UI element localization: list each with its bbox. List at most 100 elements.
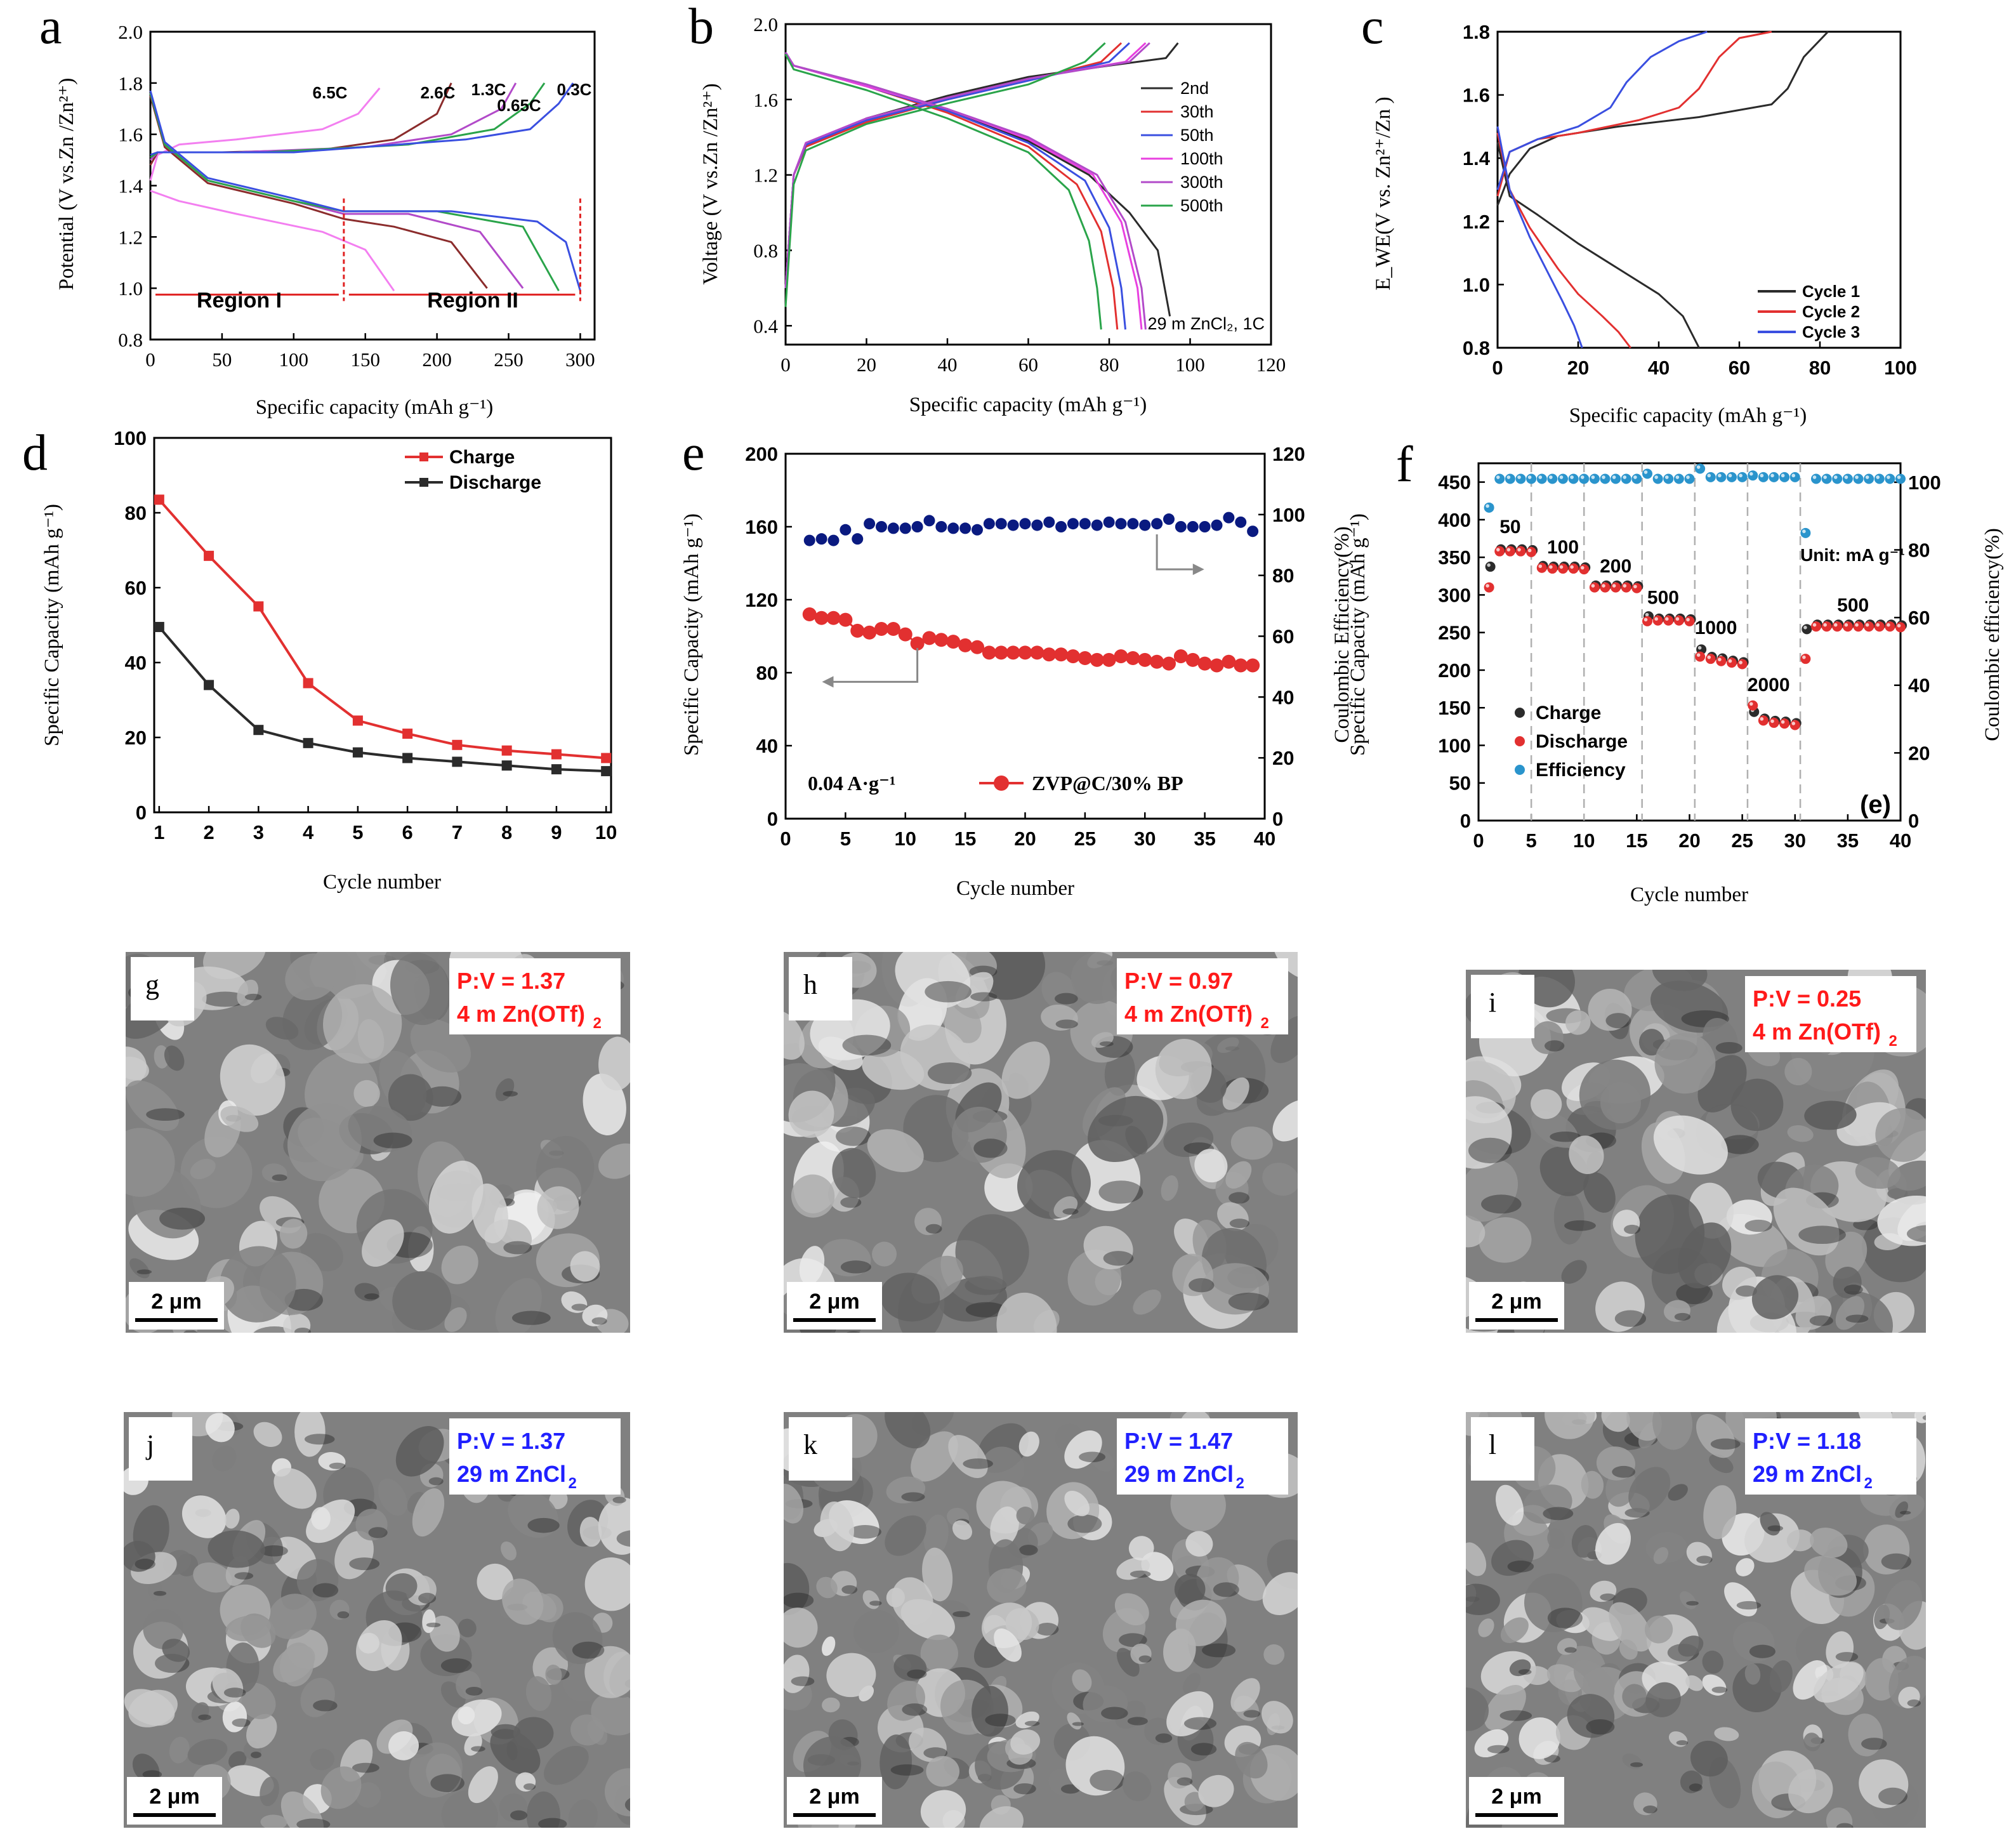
data-point-capacity (1209, 658, 1224, 673)
sem-grain (1826, 1631, 1854, 1668)
y-axis-title: Specific Capacity (mAh g⁻¹) (680, 513, 703, 756)
sem-grain (1166, 1691, 1214, 1737)
data-point-efficiency (1091, 519, 1103, 531)
data-point-efficiency (899, 522, 911, 534)
sem-shadow (571, 1304, 588, 1311)
chart-panel-a: a 0 50 100 150 200 250 300 0.8 1.0 1.2 1.4 1.6 1.8 2.0… (39, 0, 596, 419)
sem-grain (268, 1594, 317, 1639)
data-point-discharge (1885, 621, 1895, 632)
series-line-discharge-6.5C (150, 190, 395, 292)
x-tick-label: 300 (565, 348, 595, 371)
data-point-capacity (1150, 654, 1164, 669)
sem-grain (784, 1654, 810, 1693)
data-point-efficiency-highlight (1876, 475, 1880, 479)
data-point-efficiency (1515, 473, 1526, 484)
data-point-Discharge (452, 756, 463, 767)
data-point-discharge (1558, 563, 1568, 574)
sem-ratio-label: P:V = 1.18 (1753, 1428, 1861, 1454)
sem-grain (788, 1090, 834, 1138)
y-tick-label: 0.8 (118, 329, 143, 351)
sem-shadow (272, 1174, 287, 1181)
sem-grain (1590, 1580, 1617, 1602)
data-point-efficiency (1853, 473, 1864, 484)
sem-shadow (847, 1331, 860, 1333)
data-point-discharge-highlight (1833, 623, 1838, 627)
x-tick-label: 15 (954, 828, 976, 850)
data-point-discharge-highlight (1686, 617, 1690, 622)
sem-grain (1484, 1684, 1526, 1731)
sem-grain (1522, 1484, 1572, 1524)
y-tick-label: 1.0 (118, 277, 143, 300)
sem-grain (1015, 1711, 1039, 1729)
sem-grain (388, 1074, 433, 1121)
data-point-efficiency-highlight (1739, 473, 1743, 478)
data-point-discharge (1853, 621, 1864, 632)
sem-shadow (1922, 1415, 1926, 1421)
sem-grain (1724, 1582, 1758, 1616)
sem-label-box (1117, 1418, 1288, 1495)
sem-ratio-label: P:V = 0.25 (1753, 986, 1861, 1012)
sem-shadow (1878, 1787, 1907, 1806)
sem-grain (1680, 1770, 1703, 1793)
sem-grain (1596, 1446, 1635, 1481)
sem-shadow (1881, 1553, 1911, 1570)
y-axis-title: Specific Capacity (mAh g⁻¹) (41, 504, 63, 746)
data-point-discharge-highlight (1718, 657, 1722, 662)
sem-grain (948, 1435, 988, 1478)
sem-shadow (503, 1091, 518, 1097)
data-point-Charge (402, 729, 413, 739)
sem-shadow (1600, 1593, 1616, 1601)
x-tick-label: 20 (1678, 829, 1700, 852)
x-tick-label: 15 (1626, 829, 1647, 852)
legend-label: Discharge (449, 472, 541, 493)
sem-shadow (1547, 1608, 1583, 1628)
data-point-efficiency (1187, 521, 1199, 532)
legend-marker (1515, 765, 1525, 775)
sem-grain (1654, 1033, 1716, 1094)
sem-grain (979, 1806, 1024, 1828)
data-point-capacity (946, 635, 961, 649)
sem-shadow (1767, 1525, 1784, 1531)
sem-grain (1736, 1558, 1755, 1576)
sem-shadow (963, 1458, 993, 1469)
sem-grain (922, 1547, 953, 1602)
sem-grain (1545, 1412, 1595, 1439)
legend-label: 30th (1180, 102, 1214, 121)
data-point-discharge-highlight (1591, 584, 1595, 588)
sem-grain (1466, 1215, 1486, 1248)
sem-shadow (244, 993, 262, 1001)
x-tick-label: 60 (1729, 357, 1750, 379)
sem-grain (294, 1412, 326, 1457)
sem-electrolyte-label: 4 m Zn(OTf) (1124, 1001, 1253, 1027)
sem-grain (1168, 1762, 1192, 1789)
sem-grain (1053, 1196, 1078, 1218)
data-point-capacity (898, 627, 912, 642)
sem-grain (1583, 1172, 1616, 1213)
sem-grain (1595, 1522, 1631, 1565)
data-point-capacity (1102, 652, 1116, 667)
data-point-efficiency (1055, 521, 1067, 532)
sem-grain (598, 1143, 630, 1179)
sem-shadow (1024, 1720, 1040, 1726)
sem-grain (1863, 1524, 1910, 1575)
y-tick-label: 0.8 (753, 239, 778, 261)
legend-label: Charge (449, 447, 515, 468)
sem-shadow (965, 1302, 1007, 1317)
sem-shadow (923, 1747, 948, 1759)
data-point-efficiency (1526, 473, 1537, 484)
data-point-Discharge (303, 737, 313, 748)
data-point-efficiency (947, 522, 959, 534)
sem-grain (926, 1755, 960, 1787)
sem-label-box (1745, 976, 1916, 1052)
data-point-efficiency (1589, 473, 1600, 484)
sem-shadow (153, 1590, 167, 1596)
sem-grain (464, 1733, 482, 1756)
y-tick-label: 0 (136, 802, 147, 824)
data-point-efficiency (1568, 473, 1579, 484)
sem-grain (124, 1541, 155, 1572)
sem-grain (1466, 1687, 1489, 1731)
sem-shadow (373, 1132, 412, 1149)
sem-grain (525, 1676, 552, 1711)
y-tick-label: 450 (1438, 472, 1471, 494)
sem-grain (1201, 1263, 1270, 1315)
